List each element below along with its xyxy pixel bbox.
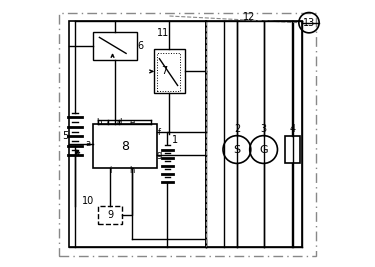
Text: h: h [129, 166, 135, 175]
Text: 8: 8 [121, 140, 129, 153]
Text: 3: 3 [261, 124, 267, 135]
Bar [93, 32, 137, 60]
Text: S: S [233, 144, 240, 155]
Bar [69, 21, 206, 247]
Text: a: a [86, 139, 91, 148]
Bar [93, 124, 157, 168]
Text: f: f [158, 128, 160, 137]
Text: 9: 9 [107, 210, 113, 220]
Text: b: b [96, 118, 101, 127]
Text: 12: 12 [243, 12, 255, 22]
Bar [206, 21, 302, 247]
Text: 10: 10 [82, 196, 94, 206]
Text: G: G [259, 144, 268, 155]
Text: 7: 7 [161, 66, 167, 76]
Bar [285, 136, 300, 163]
Text: d: d [117, 118, 122, 127]
Text: 4: 4 [290, 124, 296, 135]
Text: g: g [156, 150, 162, 159]
Text: i: i [109, 166, 111, 175]
Text: c: c [106, 118, 111, 127]
Text: 6: 6 [138, 41, 144, 51]
Bar [157, 53, 180, 91]
Text: 2: 2 [234, 124, 240, 135]
Text: 11: 11 [158, 28, 170, 38]
Text: e: e [129, 118, 135, 127]
Text: 5: 5 [62, 131, 68, 141]
Text: 1: 1 [172, 135, 178, 145]
Bar [154, 49, 185, 93]
Text: 13: 13 [303, 18, 315, 28]
Bar [98, 206, 122, 224]
